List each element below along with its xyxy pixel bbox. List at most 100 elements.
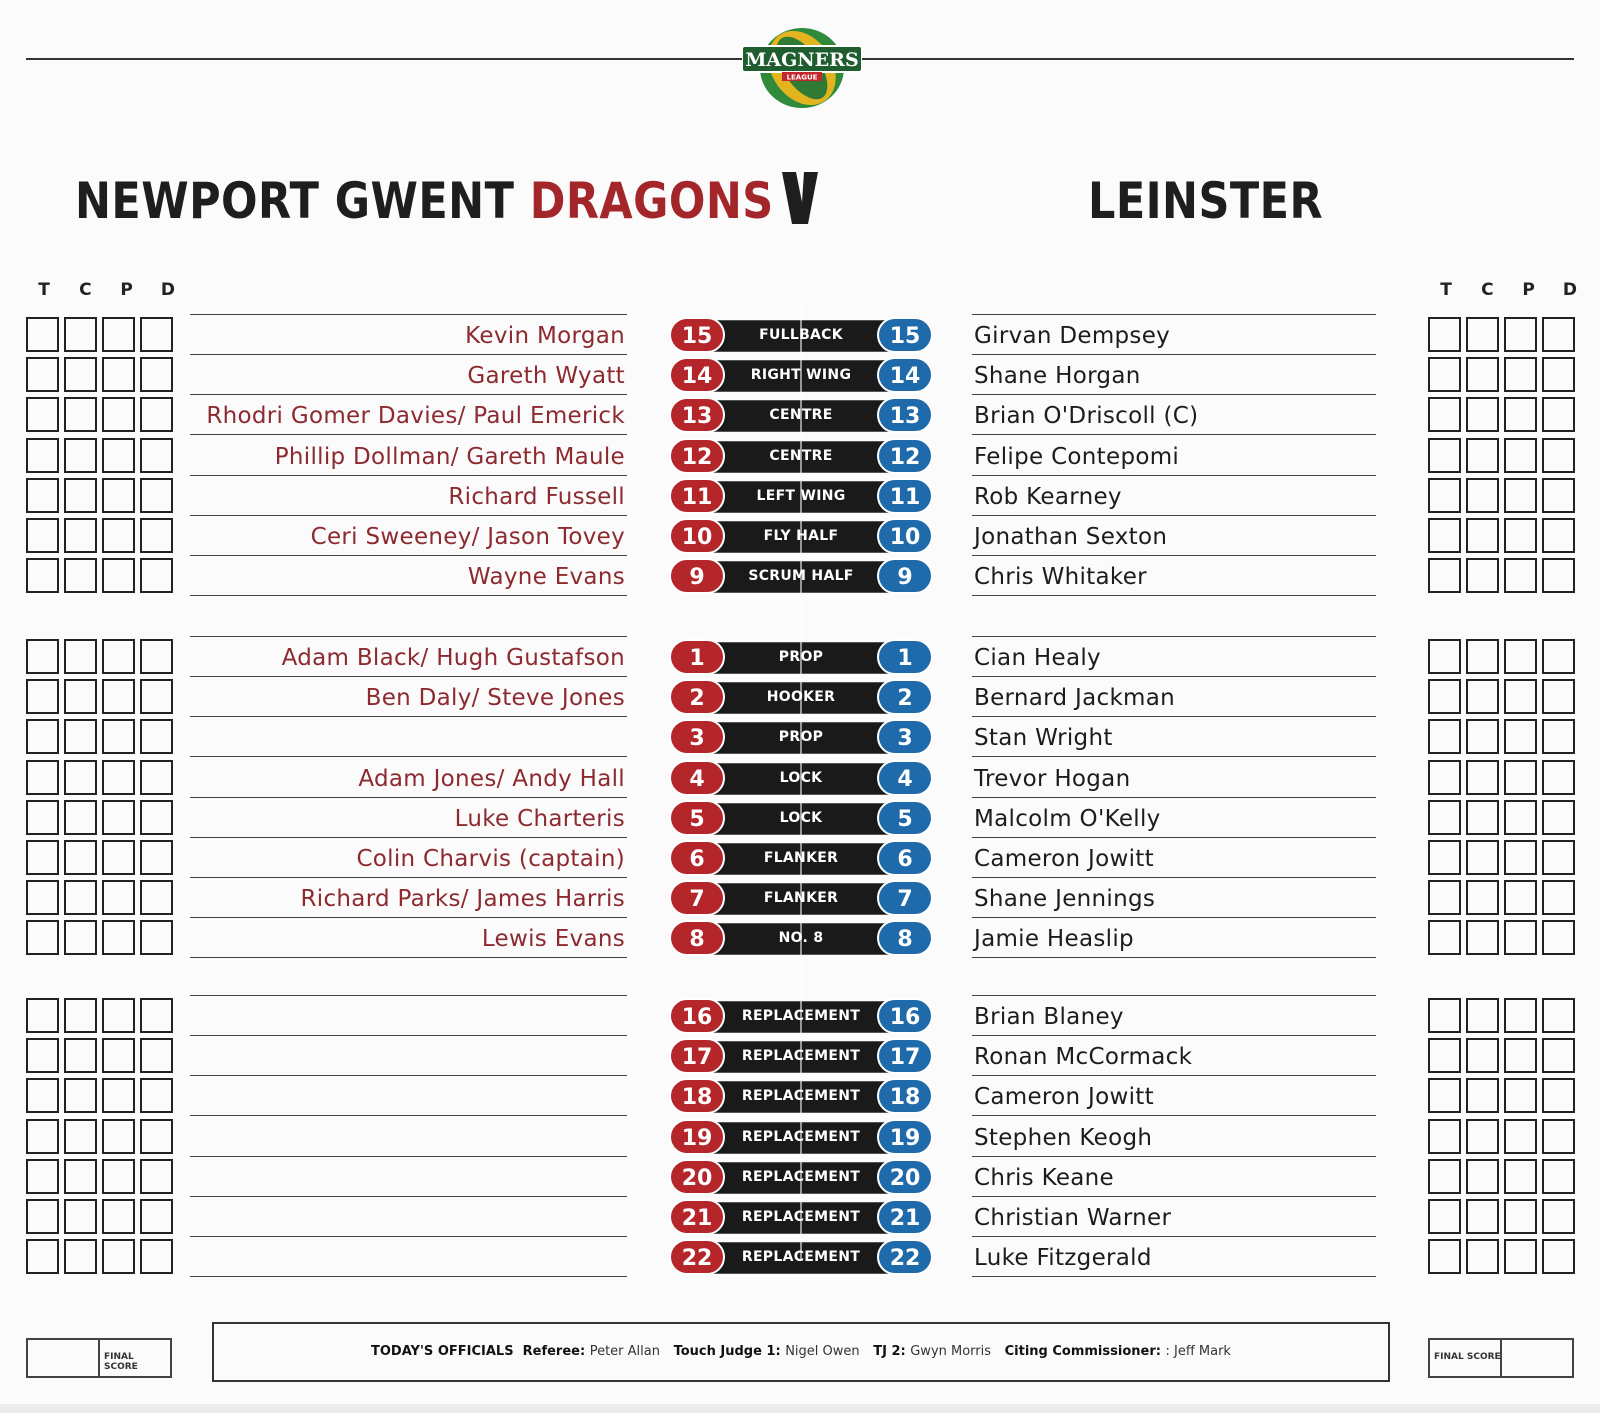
home-score-box-c[interactable] (64, 1038, 97, 1074)
home-score-box-c[interactable] (64, 477, 97, 513)
away-score-box-t[interactable] (1428, 1038, 1461, 1074)
away-score-box-t[interactable] (1428, 1118, 1461, 1154)
home-score-box-p[interactable] (102, 477, 135, 513)
away-score-box-p[interactable] (1504, 437, 1537, 473)
away-score-box-c[interactable] (1466, 840, 1499, 875)
away-score-box-c[interactable] (1466, 518, 1499, 553)
home-score-box-p[interactable] (102, 1078, 135, 1114)
away-score-box-d[interactable] (1542, 799, 1575, 835)
away-score-box-p[interactable] (1504, 799, 1537, 835)
home-score-box-d[interactable] (140, 317, 173, 352)
home-score-box-p[interactable] (102, 639, 135, 674)
home-score-box-t[interactable] (26, 1158, 59, 1194)
home-score-box-p[interactable] (102, 840, 135, 875)
away-score-box-t[interactable] (1428, 1158, 1461, 1194)
away-score-box-p[interactable] (1504, 639, 1537, 674)
away-score-box-t[interactable] (1428, 437, 1461, 473)
away-score-box-p[interactable] (1504, 397, 1537, 433)
home-score-box-d[interactable] (140, 1078, 173, 1114)
away-score-box-d[interactable] (1542, 719, 1575, 755)
home-score-box-t[interactable] (26, 1118, 59, 1154)
home-score-box-p[interactable] (102, 759, 135, 795)
home-score-box-t[interactable] (26, 719, 59, 755)
away-score-box-p[interactable] (1504, 759, 1537, 795)
away-score-box-p[interactable] (1504, 357, 1537, 393)
away-score-box-p[interactable] (1504, 1118, 1537, 1154)
home-score-box-c[interactable] (64, 679, 97, 715)
home-score-box-c[interactable] (64, 1118, 97, 1154)
away-score-box-p[interactable] (1504, 1199, 1537, 1234)
home-score-box-t[interactable] (26, 437, 59, 473)
away-score-box-t[interactable] (1428, 880, 1461, 916)
home-score-box-d[interactable] (140, 639, 173, 674)
away-score-box-d[interactable] (1542, 759, 1575, 795)
home-score-box-d[interactable] (140, 920, 173, 956)
home-score-box-t[interactable] (26, 679, 59, 715)
home-score-box-c[interactable] (64, 397, 97, 433)
home-score-box-p[interactable] (102, 880, 135, 916)
home-score-box-c[interactable] (64, 719, 97, 755)
home-score-box-c[interactable] (64, 1199, 97, 1234)
away-score-box-p[interactable] (1504, 1239, 1537, 1275)
home-score-box-c[interactable] (64, 317, 97, 352)
away-score-box-c[interactable] (1466, 679, 1499, 715)
away-score-box-t[interactable] (1428, 840, 1461, 875)
home-score-box-p[interactable] (102, 719, 135, 755)
away-score-box-t[interactable] (1428, 719, 1461, 755)
away-score-box-t[interactable] (1428, 1078, 1461, 1114)
home-score-box-p[interactable] (102, 679, 135, 715)
away-score-box-c[interactable] (1466, 1118, 1499, 1154)
away-score-box-c[interactable] (1466, 1038, 1499, 1074)
home-score-box-t[interactable] (26, 840, 59, 875)
home-score-box-t[interactable] (26, 1038, 59, 1074)
away-score-box-d[interactable] (1542, 518, 1575, 553)
home-score-box-c[interactable] (64, 518, 97, 553)
home-score-box-t[interactable] (26, 558, 59, 594)
away-final-score-box[interactable]: FINAL SCORE (1428, 1338, 1574, 1378)
home-score-box-c[interactable] (64, 1158, 97, 1194)
home-score-box-t[interactable] (26, 477, 59, 513)
away-score-box-p[interactable] (1504, 1038, 1537, 1074)
away-score-box-p[interactable] (1504, 317, 1537, 352)
home-score-box-p[interactable] (102, 920, 135, 956)
home-score-box-t[interactable] (26, 920, 59, 956)
home-score-box-c[interactable] (64, 998, 97, 1033)
home-score-box-d[interactable] (140, 799, 173, 835)
away-score-box-c[interactable] (1466, 437, 1499, 473)
home-score-box-d[interactable] (140, 477, 173, 513)
away-score-box-d[interactable] (1542, 679, 1575, 715)
away-score-box-t[interactable] (1428, 558, 1461, 594)
away-score-box-p[interactable] (1504, 477, 1537, 513)
away-score-box-c[interactable] (1466, 397, 1499, 433)
home-score-box-d[interactable] (140, 397, 173, 433)
away-score-box-t[interactable] (1428, 759, 1461, 795)
away-score-box-d[interactable] (1542, 477, 1575, 513)
away-score-box-d[interactable] (1542, 437, 1575, 473)
away-score-box-t[interactable] (1428, 357, 1461, 393)
away-score-box-p[interactable] (1504, 719, 1537, 755)
away-score-box-t[interactable] (1428, 1239, 1461, 1275)
home-final-score-box[interactable]: FINAL SCORE (26, 1338, 172, 1378)
away-score-box-t[interactable] (1428, 998, 1461, 1033)
away-score-box-c[interactable] (1466, 1239, 1499, 1275)
home-score-box-p[interactable] (102, 558, 135, 594)
away-score-box-c[interactable] (1466, 998, 1499, 1033)
away-score-box-d[interactable] (1542, 1239, 1575, 1275)
home-score-box-c[interactable] (64, 1239, 97, 1275)
away-score-box-p[interactable] (1504, 679, 1537, 715)
away-score-box-t[interactable] (1428, 920, 1461, 956)
home-score-box-c[interactable] (64, 437, 97, 473)
home-score-box-t[interactable] (26, 1078, 59, 1114)
away-score-box-c[interactable] (1466, 639, 1499, 674)
home-score-box-t[interactable] (26, 759, 59, 795)
away-score-box-d[interactable] (1542, 998, 1575, 1033)
away-score-box-d[interactable] (1542, 1038, 1575, 1074)
home-score-box-t[interactable] (26, 998, 59, 1033)
home-score-box-t[interactable] (26, 1239, 59, 1275)
home-score-box-c[interactable] (64, 558, 97, 594)
away-score-box-d[interactable] (1542, 397, 1575, 433)
home-score-box-c[interactable] (64, 357, 97, 393)
away-score-box-p[interactable] (1504, 880, 1537, 916)
home-score-box-d[interactable] (140, 998, 173, 1033)
home-score-box-t[interactable] (26, 317, 59, 352)
